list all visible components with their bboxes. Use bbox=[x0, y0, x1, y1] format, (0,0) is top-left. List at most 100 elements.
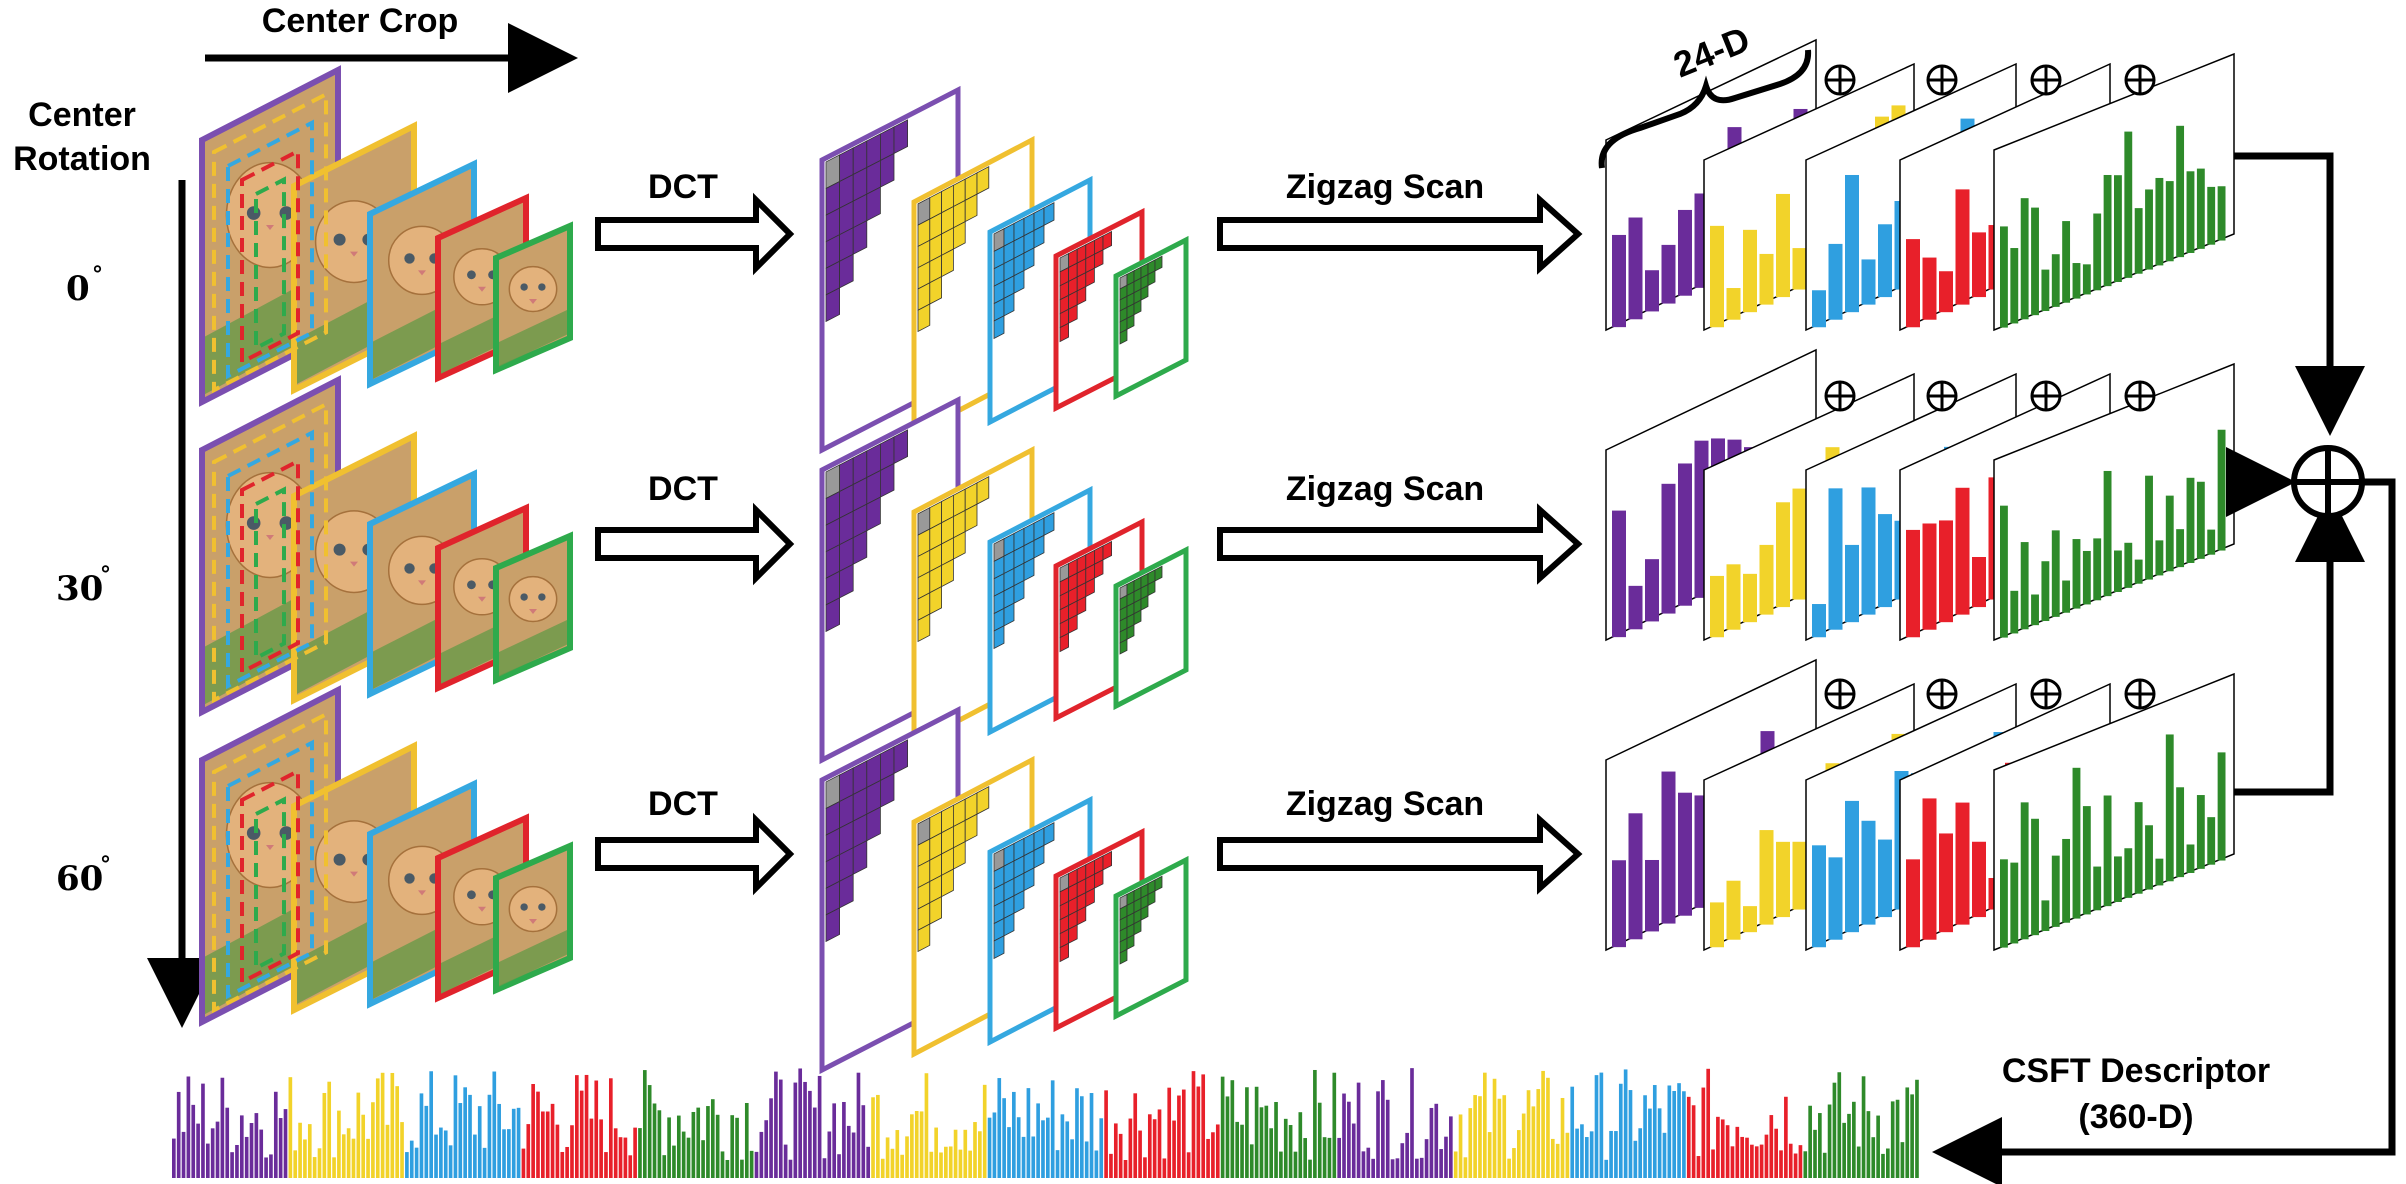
descriptor-bar bbox=[1240, 1124, 1244, 1178]
descriptor-bar bbox=[186, 1076, 191, 1178]
zigzag-label-row-2: Zigzag Scan bbox=[1286, 785, 1484, 823]
histogram-bar bbox=[1678, 463, 1692, 606]
histogram-bar bbox=[2093, 538, 2102, 601]
crop-image-green bbox=[493, 221, 573, 375]
descriptor-bar bbox=[1643, 1095, 1647, 1178]
dct-panel-green bbox=[1113, 235, 1189, 401]
descriptor-bar bbox=[545, 1111, 550, 1178]
descriptor-bar bbox=[948, 1146, 953, 1178]
descriptor-bar bbox=[439, 1127, 443, 1178]
descriptor-bar bbox=[1555, 1143, 1560, 1178]
descriptor-bar bbox=[356, 1092, 361, 1178]
histogram-bar bbox=[2165, 734, 2174, 882]
descriptor-bar bbox=[914, 1111, 919, 1178]
descriptor-bar bbox=[793, 1082, 798, 1178]
descriptor-bar bbox=[997, 1078, 1002, 1178]
descriptor-bar bbox=[1410, 1068, 1414, 1178]
descriptor-bar bbox=[642, 1070, 647, 1178]
descriptor-bar bbox=[1696, 1156, 1701, 1178]
descriptor-bar bbox=[1497, 1098, 1502, 1178]
histogram-bar bbox=[2103, 470, 2112, 597]
descriptor-bar bbox=[1274, 1101, 1278, 1178]
histogram-bar bbox=[2114, 175, 2122, 282]
descriptor-bar bbox=[1818, 1113, 1822, 1178]
svg-text:°: ° bbox=[100, 562, 111, 588]
descriptor-bar bbox=[1584, 1137, 1589, 1178]
histogram-bar bbox=[2145, 825, 2153, 890]
dimension-brace bbox=[1598, 49, 1812, 169]
histogram-bar bbox=[1906, 859, 1920, 948]
histogram-bar bbox=[1776, 502, 1790, 608]
descriptor-bar bbox=[1118, 1133, 1123, 1178]
histogram-bar bbox=[1939, 271, 1953, 313]
descriptor-bar bbox=[856, 1072, 861, 1178]
descriptor-bar bbox=[288, 1077, 293, 1178]
descriptor-bar bbox=[424, 1105, 429, 1178]
descriptor-segment-purple bbox=[1337, 1068, 1453, 1178]
descriptor-segment-purple bbox=[754, 1068, 870, 1178]
crop-guide-3 bbox=[254, 176, 286, 352]
histogram-bar bbox=[1792, 841, 1807, 910]
descriptor-bar bbox=[963, 1129, 968, 1178]
histogram-bar bbox=[2207, 529, 2216, 555]
descriptor-bar bbox=[1876, 1115, 1880, 1178]
descriptor-bar bbox=[1604, 1159, 1609, 1178]
crop-image-green bbox=[493, 841, 573, 995]
descriptor-bar bbox=[1259, 1107, 1264, 1178]
descriptor-bar bbox=[205, 1143, 210, 1178]
oplus-icon bbox=[2124, 678, 2156, 710]
descriptor-bar bbox=[1317, 1102, 1322, 1178]
center-rotation-label-line2: Rotation bbox=[13, 140, 151, 178]
histogram-bar bbox=[1972, 841, 1986, 918]
svg-text:°: ° bbox=[92, 262, 103, 288]
oplus-icon bbox=[2124, 380, 2156, 412]
descriptor-bar bbox=[1769, 1115, 1774, 1178]
histogram-bar bbox=[2051, 530, 2060, 617]
descriptor-bar bbox=[468, 1094, 472, 1178]
histogram-bar bbox=[1759, 830, 1774, 925]
descriptor-bar bbox=[1050, 1080, 1055, 1178]
descriptor-bar bbox=[1492, 1078, 1497, 1178]
crop-guide-0 bbox=[212, 711, 328, 1014]
descriptor-bar bbox=[822, 1158, 827, 1178]
descriptor-bar bbox=[803, 1081, 807, 1178]
histogram-panel-green bbox=[1993, 672, 2235, 952]
histogram-bar bbox=[2165, 181, 2174, 262]
descriptor-bar bbox=[1774, 1128, 1778, 1178]
descriptor-bar bbox=[1099, 1118, 1104, 1178]
descriptor-bar bbox=[1201, 1074, 1206, 1178]
histogram-bar bbox=[1812, 604, 1826, 638]
histogram-bar bbox=[2062, 580, 2071, 613]
descriptor-bar bbox=[1720, 1119, 1725, 1178]
descriptor-bar bbox=[604, 1152, 608, 1178]
descriptor-bar bbox=[1308, 1159, 1312, 1178]
dct-stack-row-2 bbox=[819, 705, 1189, 1075]
descriptor-bar bbox=[978, 1131, 982, 1178]
histogram-bar bbox=[2196, 795, 2205, 869]
descriptor-bar bbox=[1313, 1069, 1317, 1178]
histogram-bar bbox=[2134, 208, 2143, 274]
descriptor-bar bbox=[1881, 1153, 1885, 1178]
descriptor-bar bbox=[1750, 1144, 1754, 1178]
descriptor-bar bbox=[584, 1074, 589, 1178]
descriptor-bar bbox=[1036, 1103, 1040, 1178]
descriptor-bar bbox=[1793, 1153, 1798, 1178]
dct-panel-green bbox=[1113, 545, 1189, 711]
histogram-bar bbox=[2031, 818, 2039, 936]
histogram-bar bbox=[2124, 542, 2133, 588]
descriptor-bar bbox=[176, 1091, 181, 1178]
histogram-bar bbox=[1612, 860, 1626, 948]
descriptor-bar bbox=[579, 1090, 584, 1178]
descriptor-bar bbox=[919, 1111, 924, 1178]
crop-guide-1 bbox=[226, 739, 314, 1000]
histogram-bar bbox=[1661, 244, 1676, 304]
descriptor-bar bbox=[1424, 1139, 1429, 1178]
histogram-bar bbox=[1828, 857, 1843, 940]
descriptor-bar bbox=[1618, 1083, 1623, 1178]
descriptor-bar bbox=[1075, 1088, 1079, 1178]
histogram-bar bbox=[1828, 243, 1843, 320]
descriptor-bar bbox=[1342, 1093, 1346, 1178]
merge-line-top bbox=[2234, 152, 2365, 436]
descriptor-bar bbox=[448, 1145, 453, 1178]
descriptor-segment-blue bbox=[405, 1071, 521, 1178]
